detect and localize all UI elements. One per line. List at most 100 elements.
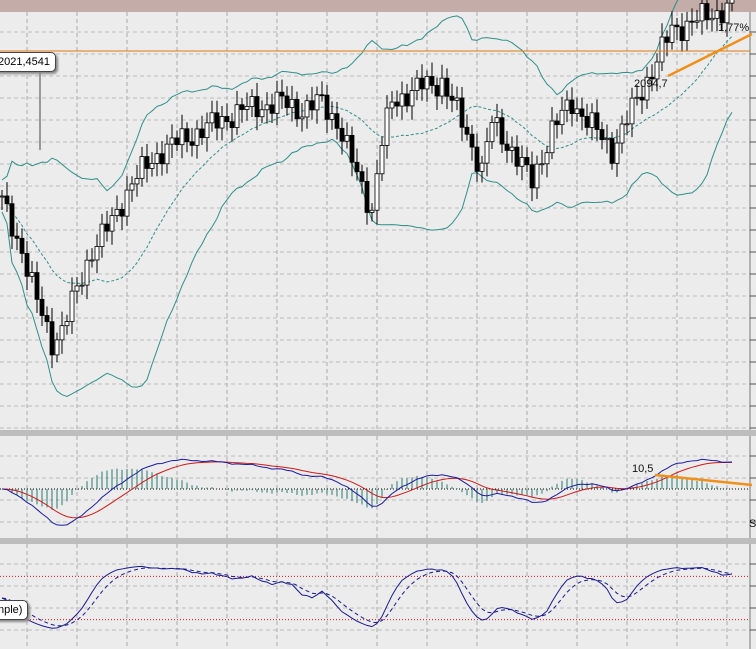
- candle: [409, 77, 415, 120]
- candle: [109, 207, 115, 245]
- candle-body: [479, 162, 485, 172]
- candle: [149, 152, 155, 177]
- candle-body: [174, 137, 180, 146]
- candle-body: [189, 141, 195, 146]
- candle: [139, 146, 145, 187]
- candle-body: [684, 20, 690, 41]
- candle-body: [0, 195, 5, 198]
- candle: [604, 124, 610, 154]
- candle-body: [249, 96, 255, 107]
- candle-body: [134, 178, 140, 185]
- candle-body: [394, 101, 400, 107]
- candle: [119, 203, 125, 230]
- candle: [469, 124, 475, 161]
- candle-body: [504, 143, 510, 151]
- candle: [14, 222, 20, 251]
- candle-body: [634, 96, 640, 99]
- candle: [524, 147, 530, 173]
- candle: [184, 122, 190, 153]
- candle: [129, 176, 135, 202]
- candle: [449, 83, 455, 113]
- candle-body: [549, 120, 555, 154]
- candle-body: [194, 128, 200, 146]
- candle-body: [89, 259, 95, 262]
- candle: [39, 286, 45, 326]
- window-title-bar: [0, 0, 756, 12]
- candle: [299, 103, 305, 132]
- candle-body: [104, 223, 110, 232]
- candle-body: [614, 142, 620, 164]
- candle-body: [229, 121, 235, 128]
- candle-body: [44, 315, 50, 323]
- candle-body: [94, 246, 100, 261]
- candle-body: [334, 113, 340, 129]
- candle: [694, 9, 700, 29]
- candle: [379, 136, 385, 182]
- candle-body: [79, 284, 85, 287]
- candle: [199, 115, 205, 145]
- candle: [644, 66, 650, 109]
- candle: [579, 97, 585, 131]
- candle: [484, 127, 490, 177]
- candle: [709, 8, 715, 32]
- candle: [94, 234, 100, 274]
- candle-body: [679, 26, 685, 41]
- candle-body: [579, 108, 585, 117]
- candle: [289, 85, 295, 122]
- candle-body: [409, 90, 415, 107]
- candle-body: [424, 76, 430, 90]
- candle-body: [379, 145, 385, 175]
- candle-body: [609, 138, 615, 164]
- candle-body: [154, 153, 160, 164]
- candle-body: [669, 24, 675, 43]
- candle: [514, 135, 520, 176]
- candle: [339, 117, 345, 155]
- candle-body: [699, 3, 705, 22]
- candle-body: [59, 325, 65, 341]
- candle: [639, 85, 645, 114]
- candle-body: [164, 143, 170, 165]
- candle-body: [84, 259, 90, 286]
- panel-0: [0, 12, 750, 430]
- candle-body: [199, 128, 205, 139]
- candle-body: [224, 116, 230, 123]
- candle-body: [139, 156, 145, 179]
- candle-body: [179, 128, 185, 146]
- candle-body: [619, 123, 625, 144]
- candle-body: [589, 112, 595, 128]
- candle-body: [514, 146, 520, 167]
- candle-body: [24, 253, 30, 277]
- candle-body: [704, 3, 710, 21]
- candle: [704, 0, 710, 30]
- candle: [349, 126, 355, 177]
- candle-body: [519, 157, 525, 167]
- candle: [169, 124, 175, 158]
- candle: [444, 68, 450, 110]
- pct-change-label: 1,77%: [718, 22, 749, 34]
- candle: [589, 103, 595, 141]
- candle-body: [309, 100, 315, 111]
- candle: [509, 136, 515, 163]
- candle: [519, 145, 525, 181]
- candle: [459, 86, 465, 142]
- candle: [574, 97, 580, 122]
- candle-body: [64, 321, 70, 327]
- candle-body: [329, 113, 335, 120]
- candle-body: [659, 36, 665, 63]
- candle: [159, 141, 165, 176]
- stoch-d-line: [1, 567, 733, 627]
- candle-body: [204, 122, 210, 139]
- candle: [719, 2, 725, 31]
- candle: [554, 113, 560, 139]
- candle-body: [324, 94, 330, 120]
- candle: [84, 249, 90, 300]
- candle-body: [339, 127, 345, 142]
- candle: [294, 91, 300, 127]
- candle: [79, 272, 85, 295]
- candle: [259, 100, 265, 124]
- candle: [654, 53, 660, 92]
- candle: [474, 133, 480, 182]
- candle: [134, 164, 140, 197]
- candle: [0, 190, 5, 210]
